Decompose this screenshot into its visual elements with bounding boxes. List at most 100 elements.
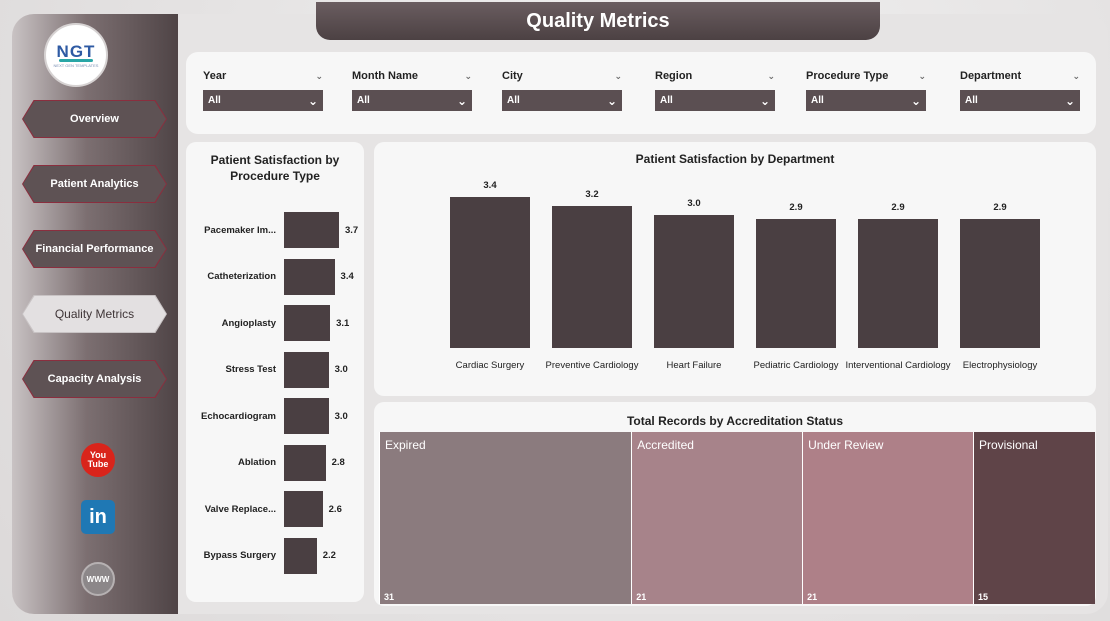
filter-month-select[interactable]: All ⌄: [352, 90, 472, 111]
procedure-bar[interactable]: [284, 537, 317, 574]
department-label: Electrophysiology: [962, 360, 1038, 371]
filter-year: Year ⌄ All ⌄: [203, 68, 323, 111]
procedure-label: Angioplasty: [221, 317, 276, 329]
filter-city-label: City: [502, 70, 523, 82]
procedure-bar[interactable]: [284, 212, 339, 248]
youtube-line2: Tube: [87, 459, 109, 469]
chevron-down-icon: ⌄: [910, 93, 921, 108]
filter-region-label: Region: [655, 70, 693, 82]
youtube-icon[interactable]: You Tube: [81, 443, 115, 477]
department-bar[interactable]: [858, 219, 938, 348]
filter-month-value: All: [357, 95, 370, 106]
procedure-row-pacemaker-im: Pacemaker Im... 3.7: [186, 210, 364, 250]
filter-department-value: All: [965, 95, 978, 106]
department-bar[interactable]: [654, 214, 734, 348]
department-label: Heart Failure: [666, 360, 722, 371]
chevron-down-icon[interactable]: ⌄: [1072, 70, 1080, 81]
chevron-down-icon: ⌄: [1064, 93, 1075, 108]
procedure-bar[interactable]: [284, 351, 329, 388]
filter-year-value: All: [208, 95, 221, 106]
filter-panel: Year ⌄ All ⌄ Month Name ⌄ All ⌄ City ⌄ All ⌄ R…: [186, 52, 1096, 134]
procedure-chart-card: Patient Satisfaction by Procedure Type P…: [186, 142, 364, 602]
website-text: WWW: [86, 574, 110, 584]
chevron-down-icon: ⌄: [307, 93, 318, 108]
treemap-tile-provisional[interactable]: Provisional 15: [972, 432, 1095, 604]
treemap-tile-under-review[interactable]: Under Review 21: [802, 432, 973, 604]
filter-city-select[interactable]: All ⌄: [502, 90, 622, 111]
procedure-bar[interactable]: [284, 491, 323, 527]
procedure-row-valve-replace: Valve Replace... 2.6: [186, 489, 364, 529]
procedure-label: Valve Replace...: [204, 503, 276, 515]
chevron-down-icon: ⌄: [456, 93, 467, 108]
filter-region-select[interactable]: All ⌄: [655, 90, 775, 111]
nav-financial-performance-button[interactable]: Financial Performance: [22, 230, 167, 268]
filter-year-label: Year: [203, 70, 227, 82]
filter-region-value: All: [660, 95, 673, 106]
filter-department-select[interactable]: All ⌄: [960, 90, 1080, 111]
procedure-value-label: 2.6: [328, 503, 342, 515]
linkedin-icon[interactable]: in: [81, 500, 115, 534]
filter-procedure-value: All: [811, 95, 824, 106]
department-label: Preventive Cardiology: [545, 360, 639, 371]
filter-year-select[interactable]: All ⌄: [203, 90, 323, 111]
chevron-down-icon[interactable]: ⌄: [315, 70, 323, 81]
procedure-bar[interactable]: [284, 258, 335, 295]
procedure-row-catheterization: Catheterization 3.4: [186, 257, 364, 297]
nav-patient-analytics-button[interactable]: Patient Analytics: [22, 165, 167, 203]
procedure-label: Bypass Surgery: [203, 550, 276, 561]
procedure-chart-title: Patient Satisfaction by Procedure Type: [210, 153, 340, 183]
logo-text: NGT: [56, 42, 96, 61]
nav-quality-metrics-button[interactable]: Quality Metrics: [22, 295, 167, 333]
page-title: Quality Metrics: [316, 2, 880, 40]
nav-quality-metrics-label: Quality Metrics: [23, 296, 166, 332]
procedure-label: Echocardiogram: [201, 410, 276, 422]
department-bar[interactable]: [450, 197, 530, 348]
department-value-label: 2.9: [993, 202, 1007, 214]
procedure-value-label: 3.7: [345, 224, 359, 236]
logo-swoosh-icon: [59, 59, 93, 62]
logo: NGT NEXT GEN TEMPLATES: [44, 23, 108, 87]
nav-overview-label: Overview: [23, 101, 166, 137]
chevron-down-icon[interactable]: ⌄: [918, 70, 926, 81]
filter-month-label: Month Name: [352, 70, 418, 82]
logo-subtext: NEXT GEN TEMPLATES: [53, 63, 99, 68]
department-bar[interactable]: [756, 219, 836, 348]
department-value-label: 3.0: [687, 197, 701, 209]
nav-overview-button[interactable]: Overview: [22, 100, 167, 138]
procedure-label: Pacemaker Im...: [204, 224, 276, 236]
procedure-value-label: 2.8: [331, 457, 345, 468]
treemap-tile-count: 21: [807, 592, 818, 602]
chevron-down-icon[interactable]: ⌄: [767, 70, 775, 81]
department-chart-card: Patient Satisfaction by Department 3.4 Ca…: [374, 142, 1096, 396]
nav-financial-performance-label: Financial Performance: [23, 231, 166, 267]
treemap-tile-label: Accredited: [637, 438, 694, 452]
procedure-label: Ablation: [238, 457, 276, 468]
filter-procedure-label: Procedure Type: [806, 70, 889, 82]
department-chart-title: Patient Satisfaction by Department: [635, 152, 835, 166]
website-icon[interactable]: WWW: [81, 562, 115, 596]
procedure-value-label: 3.0: [334, 410, 348, 422]
department-value-label: 2.9: [789, 202, 803, 214]
nav-capacity-analysis-button[interactable]: Capacity Analysis: [22, 360, 167, 398]
department-bar[interactable]: [960, 219, 1040, 348]
procedure-bar[interactable]: [284, 444, 326, 481]
treemap-tile-accredited[interactable]: Accredited 21: [631, 432, 803, 604]
filter-procedure-select[interactable]: All ⌄: [806, 90, 926, 111]
chevron-down-icon[interactable]: ⌄: [464, 70, 472, 81]
procedure-bar[interactable]: [284, 398, 329, 434]
filter-city: City ⌄ All ⌄: [502, 68, 622, 111]
accreditation-chart-title: Total Records by Accreditation Status: [626, 414, 844, 428]
department-bar[interactable]: [552, 205, 632, 348]
procedure-bar[interactable]: [284, 305, 331, 341]
nav-capacity-analysis-label: Capacity Analysis: [23, 361, 166, 397]
chevron-down-icon[interactable]: ⌄: [614, 70, 622, 81]
treemap-tile-expired[interactable]: Expired 31: [379, 432, 632, 604]
procedure-row-angioplasty: Angioplasty 3.1: [186, 303, 364, 343]
department-label: Interventional Cardiology: [845, 360, 951, 371]
procedure-value-label: 3.4: [340, 271, 354, 282]
linkedin-text: in: [89, 505, 107, 528]
department-value-label: 2.9: [891, 202, 905, 214]
treemap-tile-label: Under Review: [808, 438, 884, 452]
filter-department: Department ⌄ All ⌄: [960, 68, 1080, 111]
procedure-row-bypass-surgery: Bypass Surgery 2.2: [186, 536, 364, 576]
